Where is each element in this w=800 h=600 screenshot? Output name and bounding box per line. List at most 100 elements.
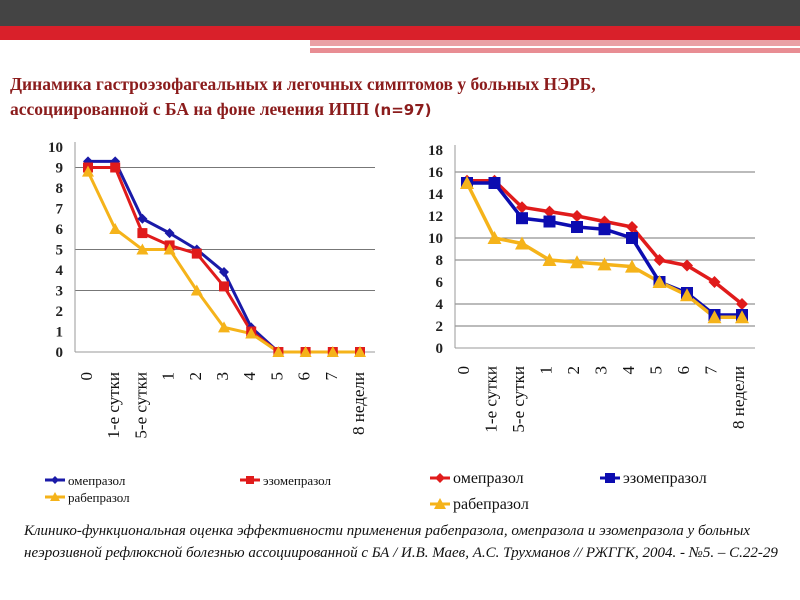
data-point: [326, 346, 339, 357]
data-point: [272, 346, 285, 357]
x-tick-label: 5-е сутки: [131, 372, 150, 439]
title-line-2: ассоциированной с БА на фоне лечения ИПП: [10, 99, 374, 119]
y-tick-label: 1: [56, 325, 64, 341]
data-point: [571, 210, 583, 222]
y-tick-label: 2: [436, 319, 444, 335]
data-point: [652, 275, 667, 288]
data-point: [136, 243, 149, 255]
header-dark-bar: [0, 0, 800, 26]
data-point: [487, 231, 502, 244]
legend-label: эзомепразол: [623, 470, 707, 487]
data-point: [219, 267, 229, 278]
data-point: [626, 232, 638, 244]
x-tick-label: 5: [267, 372, 286, 381]
data-point: [82, 165, 94, 177]
x-tick-label: 7: [322, 372, 341, 381]
data-point: [109, 223, 122, 234]
data-point: [460, 176, 474, 189]
y-tick-label: 0: [436, 341, 444, 357]
x-tick-label: 7: [702, 366, 721, 375]
legend-marker: [434, 498, 446, 509]
x-tick-label: 5-е сутки: [509, 366, 528, 433]
header-accent-stripe: [310, 40, 800, 46]
x-tick-label: 5: [647, 366, 666, 375]
y-tick-label: 14: [428, 187, 444, 203]
x-tick-label: 1-е сутки: [104, 372, 123, 439]
x-tick-label: 1: [159, 372, 178, 381]
x-tick-label: 4: [240, 372, 259, 381]
data-point: [680, 288, 694, 302]
data-point: [736, 298, 748, 310]
legend-label: эзомепразол: [263, 473, 332, 488]
x-tick-label: 1: [537, 366, 556, 375]
y-tick-label: 4: [436, 297, 444, 313]
y-tick-label: 4: [56, 263, 64, 279]
data-point: [163, 243, 176, 255]
x-tick-label: 6: [295, 372, 314, 381]
x-tick-label: 4: [619, 366, 638, 375]
data-point: [191, 248, 202, 259]
y-tick-label: 6: [56, 222, 64, 238]
data-point: [542, 253, 557, 266]
x-tick-label: 2: [564, 366, 583, 375]
legend-marker: [246, 476, 254, 484]
y-tick-label: 0: [56, 345, 64, 361]
data-point: [735, 310, 749, 324]
y-tick-label: 10: [48, 140, 63, 156]
x-tick-label: 3: [592, 366, 611, 375]
y-tick-label: 8: [56, 181, 64, 197]
x-tick-label: 8 недели: [349, 372, 368, 435]
y-tick-label: 6: [436, 275, 444, 291]
data-point: [707, 310, 722, 324]
data-point: [653, 254, 666, 266]
data-point: [543, 205, 556, 218]
legend-marker: [50, 492, 60, 501]
x-tick-label: 0: [454, 366, 473, 375]
slide-title: Динамика гастроэзофагеальных и легочных …: [10, 72, 790, 123]
y-tick-label: 2: [56, 304, 64, 320]
data-point: [190, 284, 203, 296]
data-point: [299, 346, 312, 357]
data-point: [245, 327, 258, 339]
y-tick-label: 18: [428, 143, 443, 159]
series-line-эзомепразол: [467, 181, 742, 317]
data-point: [597, 257, 612, 271]
x-tick-label: 2: [186, 372, 205, 381]
legend-label: рабепразол: [453, 496, 529, 513]
citation-caption: Клинико-функциональная оценка эффективно…: [24, 523, 778, 561]
y-tick-label: 9: [56, 161, 64, 177]
data-point: [110, 162, 121, 173]
data-point: [681, 259, 693, 272]
title-line-1: Динамика гастроэзофагеальных и легочных …: [10, 74, 596, 94]
data-point: [218, 321, 230, 333]
data-point: [219, 281, 229, 292]
data-point: [543, 215, 556, 228]
data-point: [515, 236, 529, 250]
data-point: [570, 255, 584, 269]
legend-label: рабепразол: [68, 490, 130, 505]
y-tick-label: 3: [56, 284, 64, 300]
legend-marker: [435, 473, 445, 483]
legend-label: омепразол: [453, 470, 524, 487]
data-point: [516, 201, 528, 214]
data-point: [354, 346, 366, 357]
legend-marker: [605, 473, 615, 483]
data-point: [626, 221, 638, 233]
sample-size: (n=97): [373, 101, 432, 119]
data-point: [516, 212, 528, 225]
x-tick-label: 8 недели: [729, 366, 748, 429]
data-point: [708, 276, 721, 288]
data-point: [164, 228, 175, 239]
y-tick-label: 7: [56, 202, 64, 218]
y-tick-label: 10: [428, 231, 443, 247]
data-point: [625, 259, 639, 273]
x-tick-label: 3: [213, 372, 232, 381]
data-point: [571, 221, 583, 233]
y-tick-label: 8: [436, 253, 444, 269]
data-point: [598, 223, 611, 236]
x-tick-label: 6: [674, 366, 693, 375]
data-point: [137, 213, 148, 224]
